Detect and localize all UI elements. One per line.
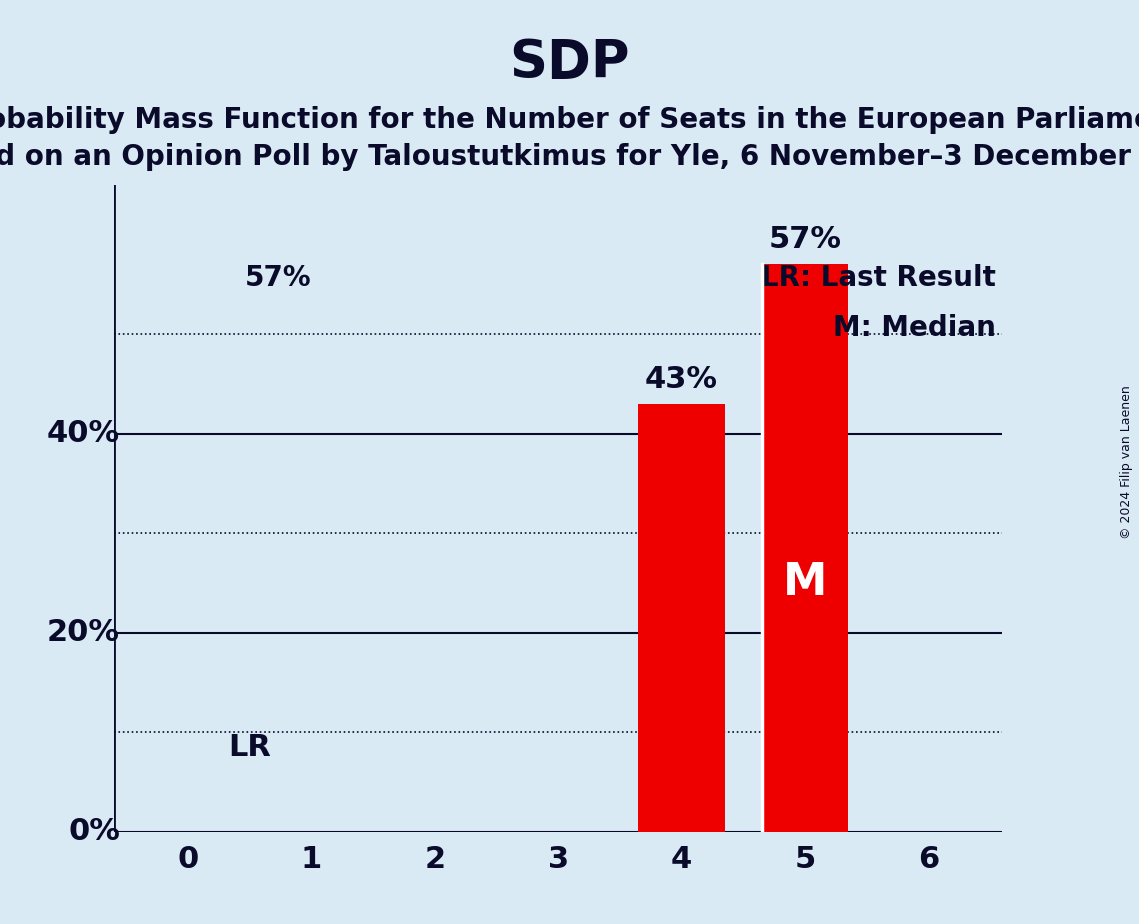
Bar — [638, 404, 724, 832]
Text: 0%: 0% — [68, 817, 120, 846]
Text: M: M — [782, 562, 827, 604]
Text: Probability Mass Function for the Number of Seats in the European Parliament: Probability Mass Function for the Number… — [0, 106, 1139, 134]
Text: Based on an Opinion Poll by Taloustutkimus for Yle, 6 November–3 December 2024: Based on an Opinion Poll by Taloustutkim… — [0, 143, 1139, 171]
Text: LR: Last Result: LR: Last Result — [761, 264, 997, 292]
Text: M: Median: M: Median — [834, 314, 997, 342]
Text: LR: LR — [228, 733, 271, 761]
Text: 57%: 57% — [769, 225, 842, 254]
Bar — [762, 264, 849, 832]
Text: 20%: 20% — [47, 618, 120, 647]
Text: 43%: 43% — [645, 365, 718, 394]
Text: SDP: SDP — [509, 37, 630, 89]
Text: © 2024 Filip van Laenen: © 2024 Filip van Laenen — [1121, 385, 1133, 539]
Text: 57%: 57% — [245, 264, 311, 292]
Text: 40%: 40% — [47, 419, 120, 448]
